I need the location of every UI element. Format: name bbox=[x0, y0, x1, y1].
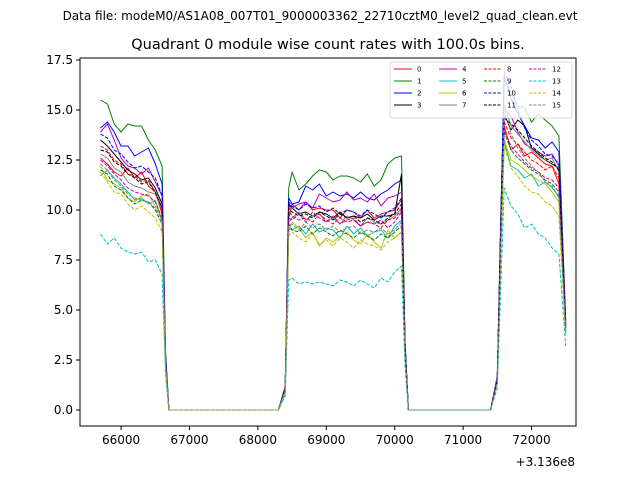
legend-label-2: 2 bbox=[417, 90, 421, 98]
legend-label-10: 10 bbox=[507, 90, 516, 98]
series-line-13 bbox=[100, 187, 567, 411]
legend-label-0: 0 bbox=[417, 66, 421, 74]
y-tick-label: 12.5 bbox=[46, 153, 73, 167]
series-line-5 bbox=[100, 141, 567, 411]
chart-title: Quadrant 0 module wise count rates with … bbox=[131, 37, 525, 53]
series-line-9 bbox=[100, 131, 567, 411]
legend-label-8: 8 bbox=[507, 66, 511, 74]
y-tick-label: 17.5 bbox=[46, 53, 73, 67]
legend-label-7: 7 bbox=[462, 102, 466, 110]
legend-label-12: 12 bbox=[552, 66, 561, 74]
series-line-0 bbox=[100, 125, 567, 411]
x-tick-label: 71000 bbox=[444, 433, 482, 447]
x-tick-label: 66000 bbox=[102, 433, 140, 447]
x-tick-label: 68000 bbox=[239, 433, 277, 447]
y-tick-label: 5.0 bbox=[54, 303, 73, 317]
legend-label-1: 1 bbox=[417, 78, 421, 86]
legend-label-15: 15 bbox=[552, 102, 561, 110]
y-tick-label: 15.0 bbox=[46, 103, 73, 117]
series-line-14 bbox=[100, 145, 567, 411]
legend-label-5: 5 bbox=[462, 78, 466, 86]
legend-label-13: 13 bbox=[552, 78, 561, 86]
y-tick-label: 2.5 bbox=[54, 353, 73, 367]
axes-frame bbox=[79, 57, 577, 427]
series-line-11 bbox=[100, 117, 567, 411]
legend-label-11: 11 bbox=[507, 102, 516, 110]
x-tick-label: 70000 bbox=[376, 433, 414, 447]
legend-label-4: 4 bbox=[462, 66, 467, 74]
legend-label-9: 9 bbox=[507, 78, 511, 86]
x-tick-label: 67000 bbox=[170, 433, 208, 447]
legend-frame bbox=[389, 61, 573, 119]
y-tick-label: 7.5 bbox=[54, 253, 73, 267]
x-tick-label: 69000 bbox=[307, 433, 345, 447]
y-tick-label: 0.0 bbox=[54, 403, 73, 417]
series-line-12 bbox=[100, 129, 567, 411]
x-axis-offset-label: +3.136e8 bbox=[516, 455, 575, 469]
figure-suptitle: Data file: modeM0/AS1A08_007T01_90000033… bbox=[63, 9, 578, 23]
plot-area: 66000 67000 68000 69000 70000 71000 72000 0.0 2.… bbox=[46, 53, 577, 447]
legend-label-6: 6 bbox=[462, 90, 467, 98]
y-tick-label: 10.0 bbox=[46, 203, 73, 217]
legend-label-14: 14 bbox=[552, 90, 561, 98]
legend-label-3: 3 bbox=[417, 102, 421, 110]
x-tick-label: 72000 bbox=[512, 433, 550, 447]
